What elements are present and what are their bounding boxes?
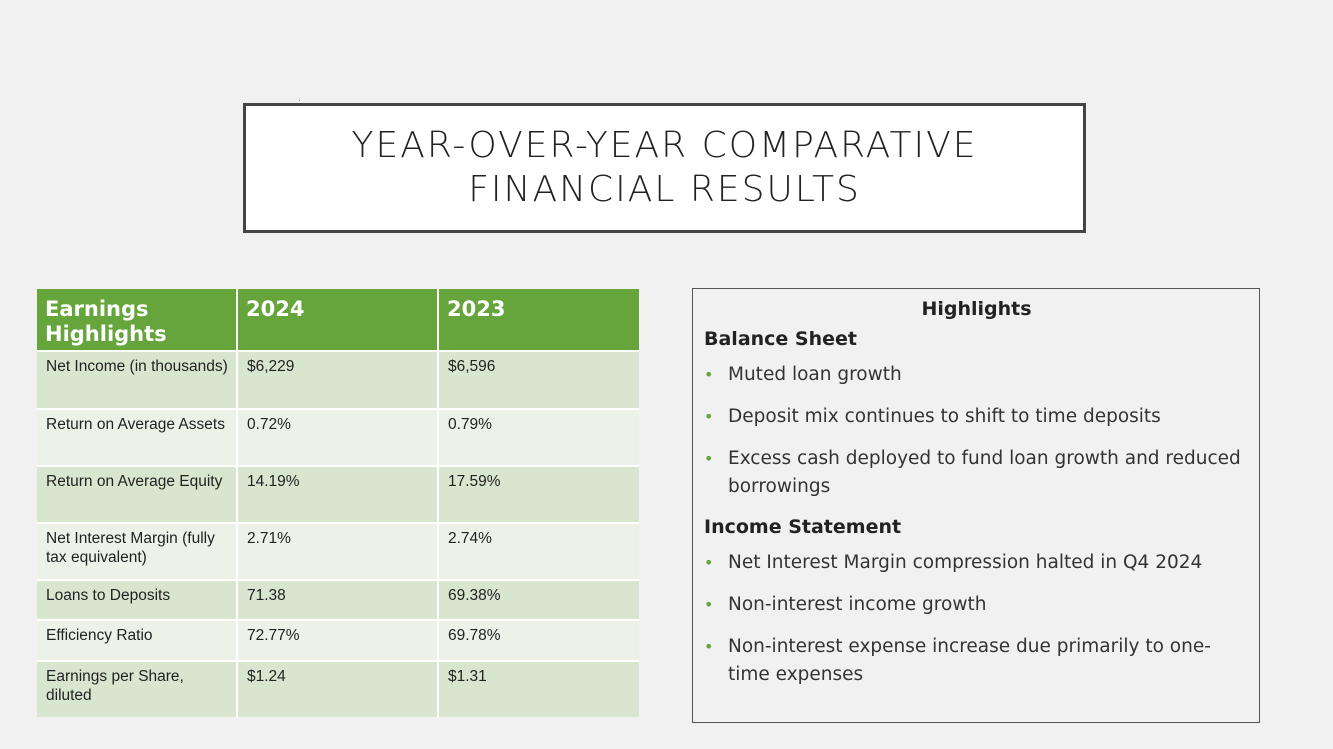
row-label: Return on Average Assets	[37, 408, 238, 466]
row-value-2023: $1.31	[438, 660, 639, 717]
header-metric: Earnings Highlights	[37, 289, 238, 351]
list-item: • Muted loan growth	[704, 361, 1249, 389]
row-value-2023: 0.79%	[438, 408, 639, 466]
list-item-text: Deposit mix continues to shift to time d…	[728, 406, 1161, 427]
bullet-icon: •	[704, 553, 714, 572]
list-item: • Net Interest Margin compression halted …	[704, 549, 1249, 577]
row-value-2023: $6,596	[438, 350, 639, 409]
row-value-2024: 71.38	[237, 579, 439, 620]
row-value-2024: 0.72%	[237, 408, 439, 466]
income-statement-heading: Income Statement	[704, 516, 902, 538]
table-row: Return on Average Assets 0.72% 0.79%	[37, 408, 639, 466]
list-item: • Non-interest income growth	[704, 591, 1249, 619]
table-row: Loans to Deposits 71.38 69.38%	[37, 579, 639, 620]
table-row: Return on Average Equity 14.19% 17.59%	[37, 465, 639, 523]
bullet-icon: •	[704, 449, 714, 468]
list-item-text: Net Interest Margin compression halted i…	[728, 552, 1203, 573]
row-value-2023: 69.38%	[438, 579, 639, 620]
list-item-text: Excess cash deployed to fund loan growth…	[728, 448, 1241, 497]
row-value-2024: 14.19%	[237, 465, 439, 523]
row-label: Loans to Deposits	[37, 579, 238, 620]
row-label: Net Income (in thousands)	[37, 350, 238, 409]
table-row: Net Income (in thousands) $6,229 $6,596	[37, 350, 639, 409]
title-box: YEAR-OVER-YEAR COMPARATIVE FINANCIAL RES…	[243, 103, 1086, 233]
bullet-icon: •	[704, 407, 714, 426]
decorative-dot	[299, 100, 300, 101]
balance-sheet-heading: Balance Sheet	[704, 328, 857, 350]
list-item: • Excess cash deployed to fund loan growt…	[704, 445, 1249, 501]
row-value-2024: $6,229	[237, 350, 439, 409]
list-item: • Non-interest expense increase due prima…	[704, 633, 1249, 689]
list-item-text: Non-interest expense increase due primar…	[728, 636, 1211, 685]
row-label: Net Interest Margin (fully tax equivalen…	[37, 522, 238, 580]
header-2024: 2024	[237, 289, 439, 351]
table-row: Earnings per Share, diluted $1.24 $1.31	[37, 660, 639, 717]
row-label: Earnings per Share, diluted	[37, 660, 238, 717]
table-row: Net Interest Margin (fully tax equivalen…	[37, 522, 639, 580]
slide-title: YEAR-OVER-YEAR COMPARATIVE FINANCIAL RES…	[351, 125, 978, 210]
list-item-text: Muted loan growth	[728, 364, 902, 385]
list-item-text: Non-interest income growth	[728, 594, 987, 615]
header-2023: 2023	[438, 289, 639, 351]
table-row: Efficiency Ratio 72.77% 69.78%	[37, 619, 639, 661]
bullet-icon: •	[704, 595, 714, 614]
highlights-panel: Highlights Balance Sheet • Muted loan gro…	[692, 288, 1260, 723]
row-label: Efficiency Ratio	[37, 619, 238, 661]
table-header-row: Earnings Highlights 2024 2023	[37, 289, 639, 351]
highlights-title: Highlights	[921, 298, 1032, 320]
row-value-2023: 2.74%	[438, 522, 639, 580]
row-value-2023: 17.59%	[438, 465, 639, 523]
row-value-2023: 69.78%	[438, 619, 639, 661]
income-statement-list: • Net Interest Margin compression halted …	[704, 549, 1249, 689]
row-label: Return on Average Equity	[37, 465, 238, 523]
bullet-icon: •	[704, 365, 714, 384]
bullet-icon: •	[704, 637, 714, 656]
list-item: • Deposit mix continues to shift to time …	[704, 403, 1249, 431]
earnings-table: Earnings Highlights 2024 2023 Net Income…	[37, 289, 639, 717]
row-value-2024: $1.24	[237, 660, 439, 717]
row-value-2024: 2.71%	[237, 522, 439, 580]
balance-sheet-list: • Muted loan growth • Deposit mix continue…	[704, 361, 1249, 501]
row-value-2024: 72.77%	[237, 619, 439, 661]
